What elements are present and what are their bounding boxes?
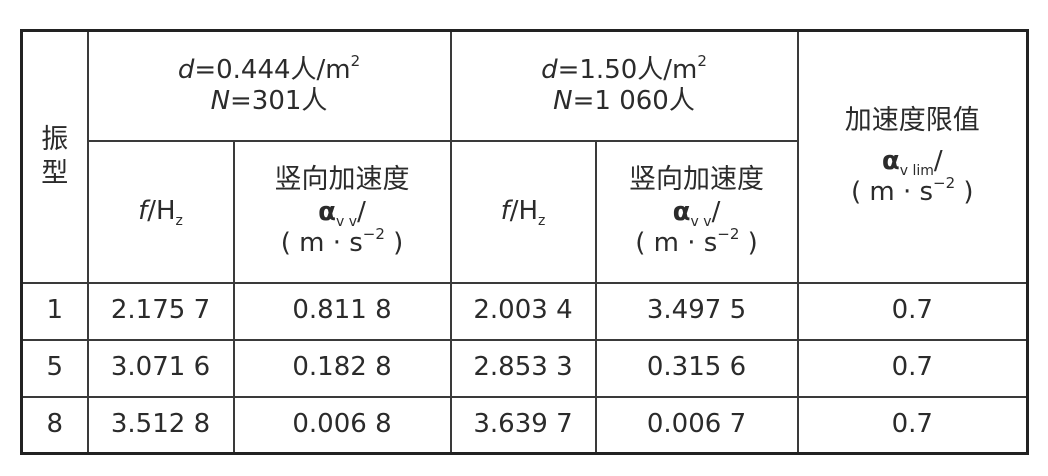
group2-accel-header: 竖向加速度 αv v/ ( m · s−2 ) [594,139,799,284]
limit-cell: 0.7 [796,338,1029,398]
table-row: 1 2.175 7 0.811 8 2.003 4 3.497 5 0.7 [20,281,1029,341]
freq-cell: 2.175 7 [86,281,235,341]
accel-cell: 3.497 5 [594,281,799,341]
header-row-1: 振型 d=0.444人/m2 N=301人 d=1.50人/m2 N=1 060… [20,29,1029,284]
freq-cell: 2.003 4 [449,281,597,341]
limit-unit: ( m · s−2 ) [850,173,974,207]
group2-header: d=1.50人/m2 N=1 060人 [449,29,799,142]
mode-header-cell: 振型 [20,29,89,284]
freq-cell: 2.853 3 [449,338,597,398]
group1-header: d=0.444人/m2 N=301人 [86,29,452,142]
header-row-2: f/Hz 竖向加速度 αv v/ ( m · s−2 ) f/Hz 竖向加速度 … [22,139,1028,284]
limit-header-cell: 加速度限值 αv lim/ ( m · s−2 ) [796,29,1029,284]
freq-cell: 3.071 6 [86,338,235,398]
accel-cell: 0.006 7 [594,395,799,455]
mode-cell: 8 [20,395,89,455]
accel-cell: 0.006 8 [232,395,452,455]
limit-cell: 0.7 [796,281,1029,341]
limit-symbol: αv lim/ [881,145,943,179]
accel-cell: 0.315 6 [594,338,799,398]
mode-cell: 1 [20,281,89,341]
group1-density: d=0.444人/m2 [177,51,361,85]
group2-count: N=1 060人 [553,85,695,116]
group1-accel-header: 竖向加速度 αv v/ ( m · s−2 ) [232,139,452,284]
group1-freq-header: f/Hz [86,139,235,284]
vibration-data-table: 振型 d=0.444人/m2 N=301人 d=1.50人/m2 N=1 060… [20,29,1030,455]
group1-count: N=301人 [210,85,328,116]
accel-cell: 0.811 8 [232,281,452,341]
mode-header: 振型 [41,124,69,189]
group2-freq-header: f/Hz [449,139,597,284]
limit-header: 加速度限值 [844,105,980,137]
limit-cell: 0.7 [796,395,1029,455]
freq-cell: 3.512 8 [86,395,235,455]
accel-cell: 0.182 8 [232,338,452,398]
table-row: 5 3.071 6 0.182 8 2.853 3 0.315 6 0.7 [20,338,1029,398]
freq-cell: 3.639 7 [449,395,597,455]
mode-cell: 5 [20,338,89,398]
group2-density: d=1.50人/m2 [541,51,707,85]
table-row: 8 3.512 8 0.006 8 3.639 7 0.006 7 0.7 [20,395,1029,455]
